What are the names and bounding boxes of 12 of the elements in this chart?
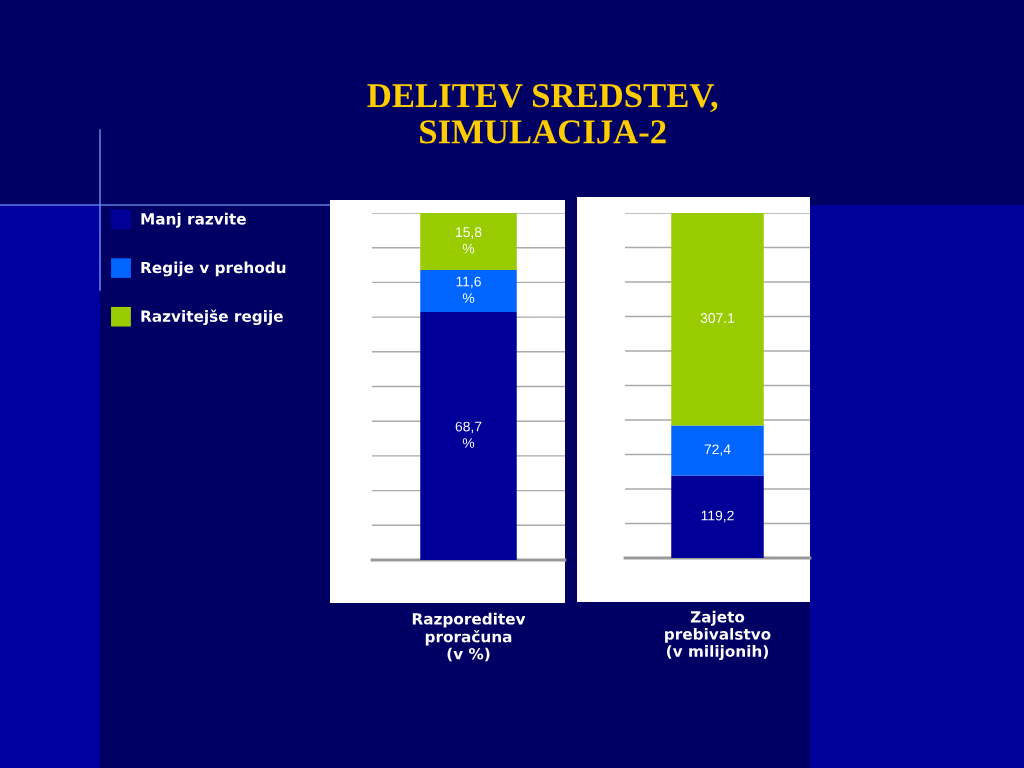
legend-label: Manj razvite xyxy=(141,212,246,228)
data-label: 68,7 % xyxy=(455,421,482,448)
chart-title: DELITEV SREDSTEV, SIMULACIJA-2 xyxy=(367,83,718,144)
legend-label: Regije v prehodu xyxy=(141,261,286,277)
data-label: 15,8 % xyxy=(456,227,482,254)
x-tick-label: Razporeditev proračuna (v %) xyxy=(412,612,526,662)
data-label: 307.1 xyxy=(700,313,735,323)
data-label: 119,2 xyxy=(701,510,734,523)
legend-label: Razvitejše regije xyxy=(141,309,283,326)
x-tick-label: Zajeto prebivalstvo (v milijonih) xyxy=(665,610,771,661)
data-label: 72,4 xyxy=(704,444,731,456)
data-label: 11,6 % xyxy=(456,276,481,303)
